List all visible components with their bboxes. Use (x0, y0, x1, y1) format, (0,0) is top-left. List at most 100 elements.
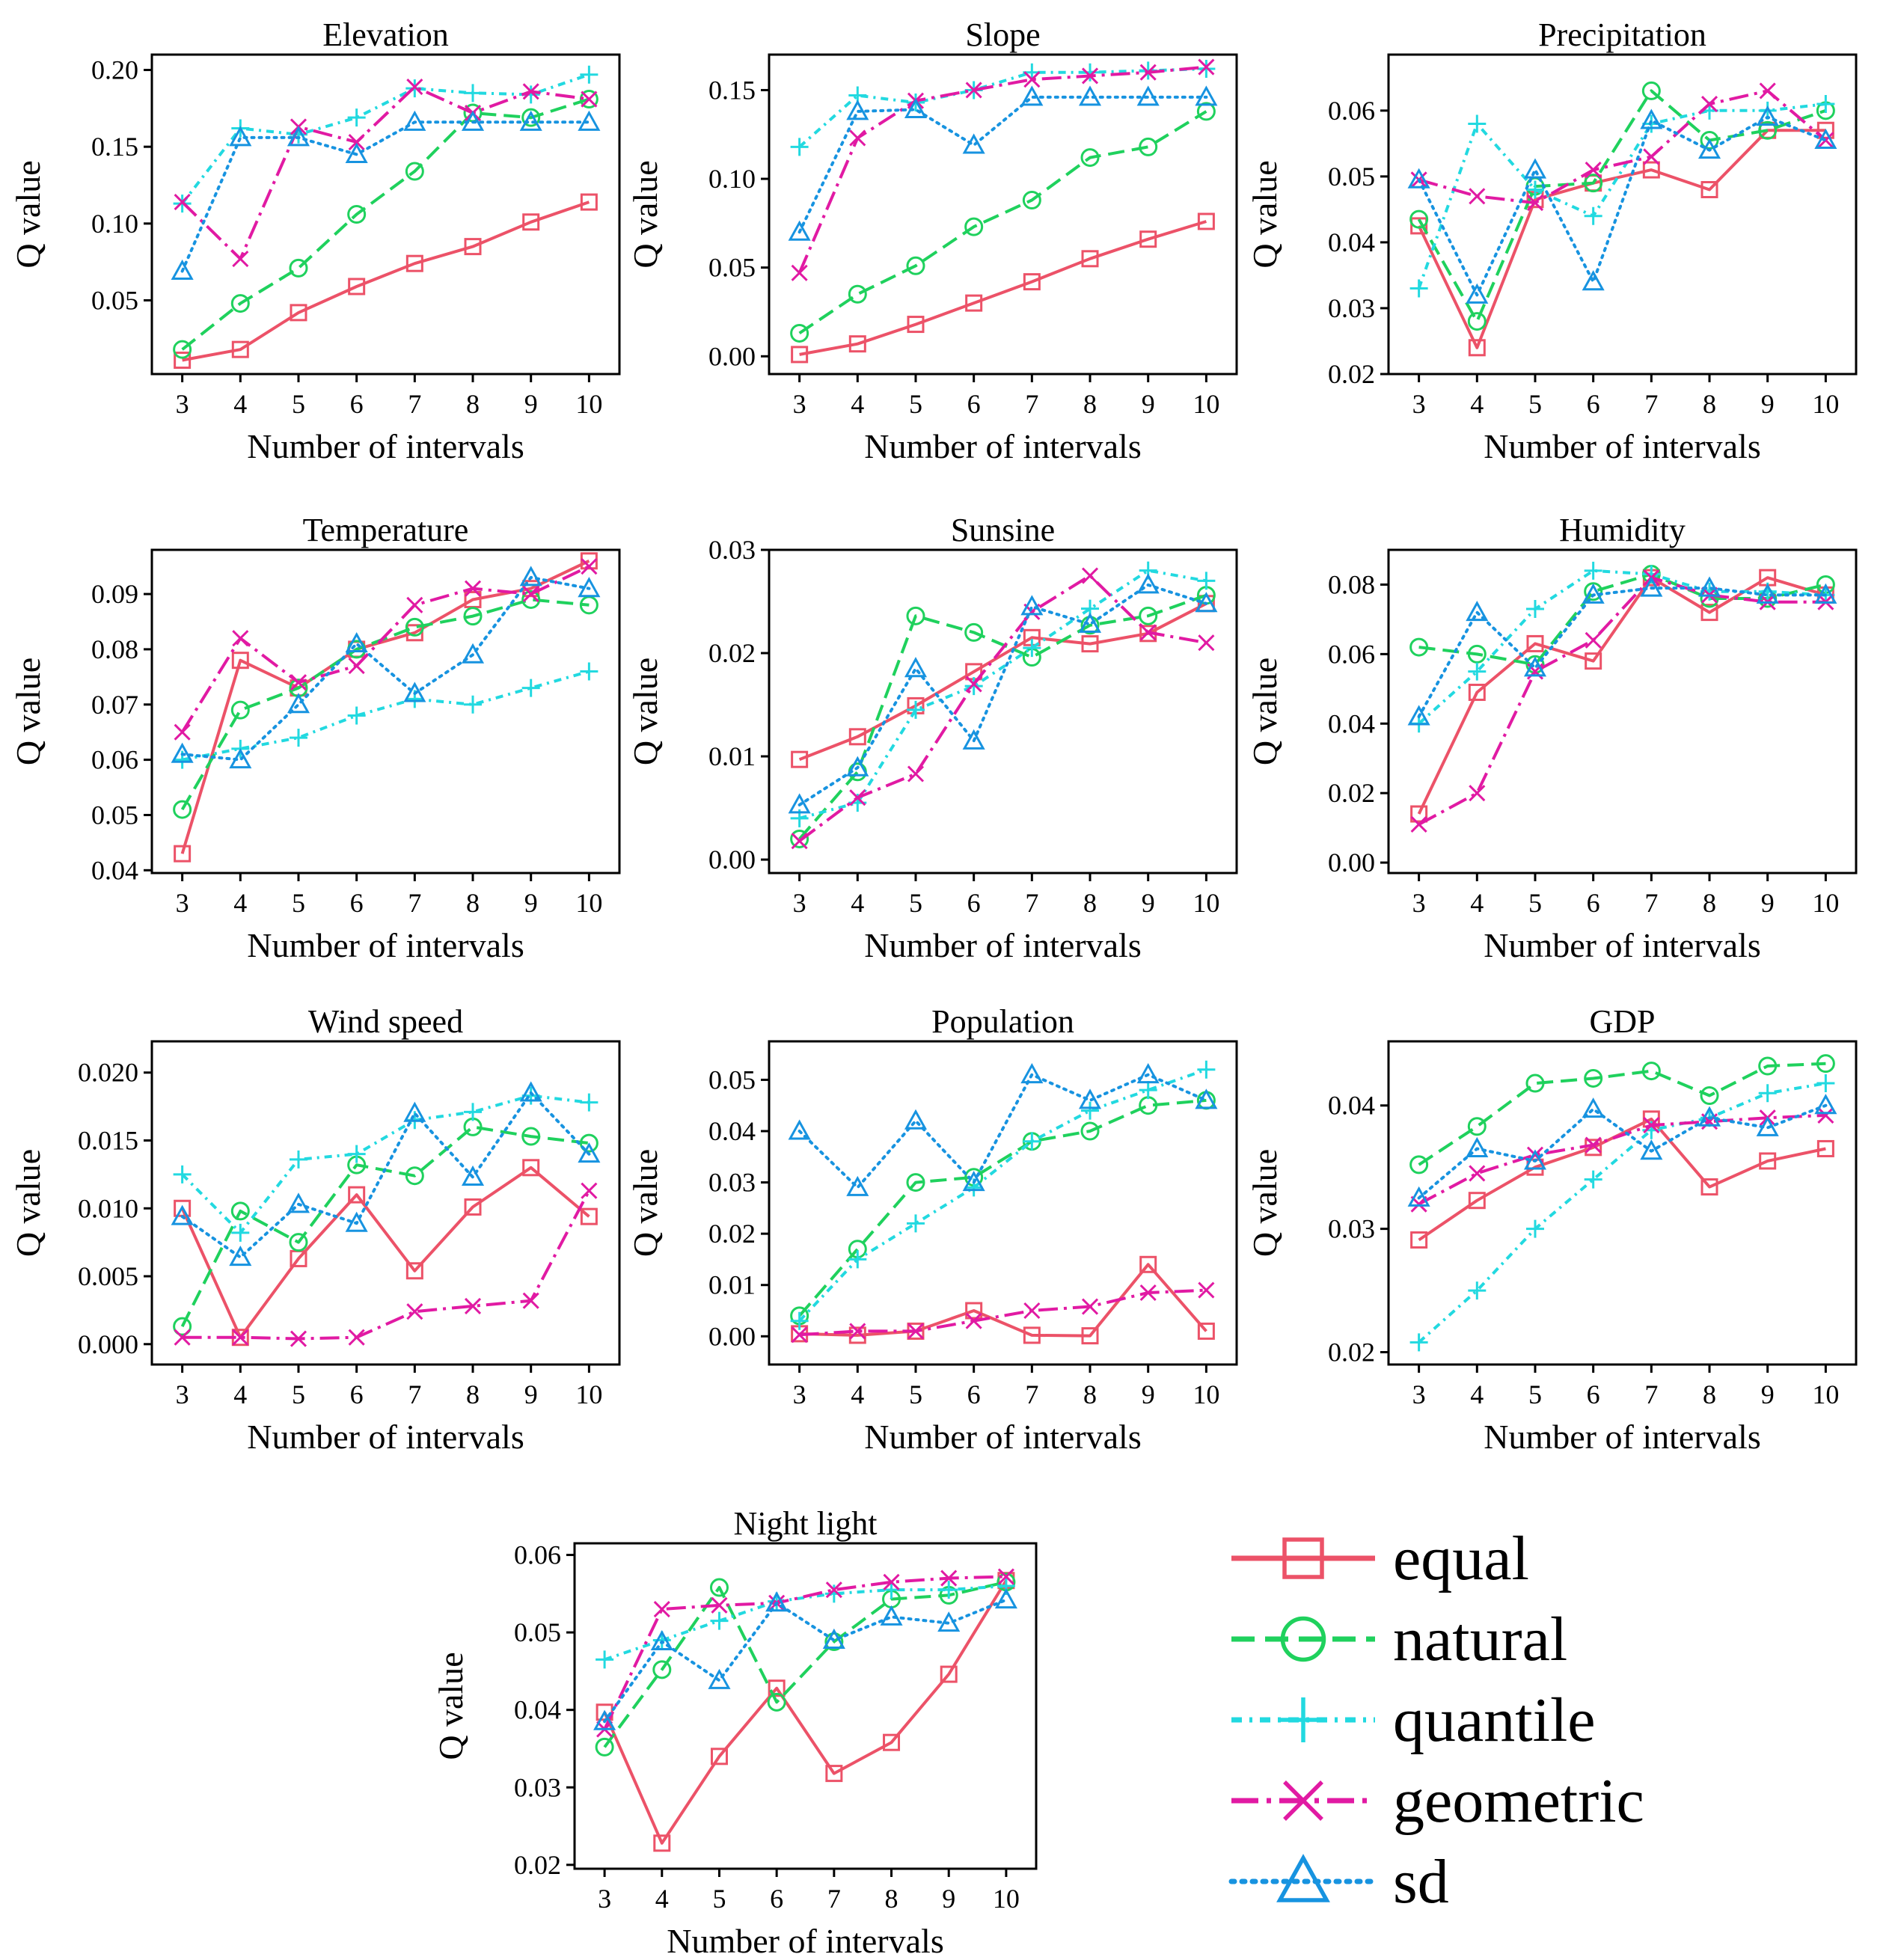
data-point (1756, 1115, 1779, 1136)
data-point (1468, 1281, 1487, 1300)
data-point (997, 1568, 1014, 1585)
series-line (1418, 1117, 1826, 1242)
panel-night-light: Night light 0.02 0.03 0.04 0.05 0.06 3 4 5 6 7 8 9 10… (432, 1505, 1038, 1960)
x-tick-label: 7 (1025, 389, 1038, 419)
x-tick-label: 3 (1412, 1379, 1426, 1409)
data-point (790, 138, 809, 156)
x-tick-label: 8 (466, 389, 480, 419)
x-tick-label: 10 (1812, 1379, 1839, 1409)
data-point (1409, 209, 1429, 229)
data-point (290, 304, 307, 322)
panel-title: Wind speed (308, 1003, 463, 1040)
data-point (1817, 1106, 1834, 1124)
data-point (962, 1170, 985, 1192)
series-sd (1407, 576, 1837, 726)
y-tick-label: 0.06 (514, 1540, 561, 1570)
data-point (1139, 230, 1157, 248)
x-tick-label: 9 (1761, 888, 1775, 918)
data-point (940, 1581, 958, 1599)
data-point (849, 1323, 866, 1340)
data-point (1078, 612, 1102, 633)
data-point (882, 1581, 901, 1599)
series-line (1418, 1113, 1826, 1206)
x-tick-label: 7 (827, 1884, 841, 1914)
panel-sunsine: Sunsine 0.00 0.01 0.02 0.03 3 4 5 6 7 8 9 10 Number o… (626, 512, 1238, 964)
data-point (1525, 1074, 1545, 1093)
data-point (232, 250, 249, 268)
series-line (182, 200, 590, 362)
series-natural (595, 1572, 1016, 1757)
plot-frame (768, 1040, 1238, 1366)
data-point (348, 133, 365, 151)
data-point (174, 723, 191, 741)
y-tick-label: 0.03 (514, 1772, 561, 1802)
plot-frame (1387, 53, 1858, 376)
y-tick-label: 0.04 (514, 1695, 561, 1725)
x-tick-label: 3 (176, 888, 189, 918)
x-tick-label: 10 (575, 888, 602, 918)
series-line (1417, 89, 1827, 323)
data-point (581, 91, 598, 108)
data-point (348, 1186, 366, 1204)
x-tick-label: 8 (466, 1379, 480, 1409)
series-equal (791, 595, 1215, 768)
data-point (1078, 85, 1102, 106)
data-point (653, 1600, 670, 1618)
data-point (962, 729, 985, 750)
data-point (1081, 635, 1099, 653)
series-sd (171, 1081, 601, 1267)
data-point (1081, 67, 1099, 85)
plot-frame (768, 53, 1238, 376)
data-point (174, 194, 191, 211)
data-point (767, 1692, 786, 1712)
data-point (1758, 120, 1778, 140)
data-point (1139, 606, 1158, 625)
y-tick-label: 0.00 (708, 845, 756, 875)
series-line (1417, 102, 1826, 290)
data-point (1523, 1149, 1547, 1170)
data-point (347, 108, 366, 127)
data-point (883, 1573, 900, 1590)
data-point (1081, 1298, 1099, 1315)
series-line (798, 593, 1207, 840)
data-point (289, 1150, 307, 1169)
series-line (798, 1073, 1208, 1189)
data-point (289, 729, 307, 747)
data-point (1409, 279, 1428, 298)
data-point (1758, 1084, 1777, 1103)
data-point (1198, 58, 1215, 76)
legend-entry-quantile: quantile (1231, 1685, 1596, 1755)
data-point (1195, 592, 1218, 613)
data-point (1139, 1081, 1157, 1100)
y-axis-label: Q value (626, 160, 664, 268)
x-tick-label: 8 (1703, 1379, 1716, 1409)
data-point (1023, 1132, 1041, 1151)
data-point (464, 1198, 482, 1216)
data-point (1198, 634, 1215, 652)
x-tick-label: 3 (598, 1884, 611, 1914)
data-point (522, 1292, 539, 1309)
data-point (1410, 217, 1428, 235)
y-axis-label: Q value (9, 658, 47, 765)
plot-frame (150, 1040, 621, 1366)
data-point (1640, 576, 1663, 597)
data-point (464, 84, 483, 102)
data-point (461, 1165, 485, 1186)
data-point (965, 82, 982, 99)
y-axis-label: Q value (1246, 658, 1284, 765)
data-point (788, 793, 811, 814)
y-axis-label: Q value (9, 160, 47, 268)
data-point (463, 607, 483, 626)
x-tick-label: 5 (1528, 888, 1542, 918)
y-tick-label: 0.020 (78, 1058, 138, 1088)
series-line (180, 559, 590, 854)
data-point (287, 126, 310, 147)
data-point (1198, 1281, 1215, 1299)
series-line (603, 1580, 1007, 1748)
data-point (1467, 1117, 1487, 1136)
data-point (173, 800, 192, 819)
data-point (1139, 137, 1158, 156)
data-point (287, 1192, 310, 1213)
series-line (798, 583, 1208, 806)
series-geometric (596, 1568, 1014, 1738)
